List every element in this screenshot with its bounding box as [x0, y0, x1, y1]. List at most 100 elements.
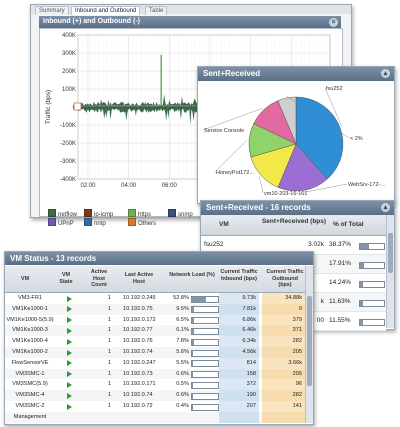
legend-swatch	[48, 209, 56, 217]
legend-item-netflow[interactable]: netflow	[48, 209, 77, 218]
vm-network-load: 0.6%	[176, 370, 189, 377]
vm-row[interactable]: VM3SMC-2 1 10.192.0.72 0.4% 207 141	[5, 401, 305, 412]
y-axis-label: Traffic (bps)	[45, 90, 52, 124]
vm-row[interactable]: VM1Ke1000-2 1 10.192.0.74 5.6% 4.56k 205	[5, 347, 305, 358]
vm-network-load: 52.8%	[173, 295, 189, 301]
records-title-text: Sent+Received - 16 records	[206, 203, 311, 212]
vm-inbound	[219, 411, 259, 423]
vm-inbound: 7.81k	[219, 303, 259, 315]
records-pct-bar-fill	[360, 282, 364, 287]
vm-row[interactable]: VM3SMC-4 1 10.192.0.74 0.6% 190 282	[5, 390, 305, 401]
col-vm-state[interactable]: VM State	[59, 272, 73, 285]
vm-outbound: 379	[262, 314, 305, 326]
vm-status-header: VM VM State Active Host Count Last Activ…	[5, 266, 305, 293]
running-state-icon	[67, 403, 72, 410]
legend-item-snmp[interactable]: snmp	[168, 209, 193, 218]
vm-row[interactable]: VM3SMC(5.9) 1 10.192.0.171 0.5% 372 96	[5, 379, 305, 391]
records-pct-bar	[359, 243, 385, 250]
pie-slice-websrv-172[interactable]	[277, 143, 328, 192]
pie-slice-label: vm10-203-16-161	[264, 191, 307, 197]
vm-outbound: 205	[262, 347, 305, 358]
col-active-host-count[interactable]: Active Host Count	[90, 269, 108, 288]
col-last-active-host[interactable]: Last Active Host	[124, 272, 154, 285]
y-tick-label: 100K	[62, 87, 76, 93]
vm-last-active-host: 10.192.0.77	[123, 327, 153, 334]
records-scrollbar[interactable]	[386, 215, 394, 328]
legend-item-ip-icmp[interactable]: ip-icmp	[84, 209, 113, 218]
vm-row[interactable]: VM1Ke1000-3 1 10.192.0.77 6.1% 6.46k 371	[5, 325, 305, 337]
pie-slice-fsu252[interactable]	[295, 96, 344, 180]
vm-network-load-bar	[191, 381, 219, 389]
vm-row[interactable]: VM3SMC-1 1 10.192.0.73 0.6% 158 205	[5, 368, 305, 380]
running-state-icon	[67, 306, 72, 313]
vm-network-load: 7.8%	[176, 338, 189, 345]
col-pct-total[interactable]: % of Total	[333, 221, 364, 228]
vm-last-active-host: 10.192.0.171	[123, 381, 156, 388]
records-pct: 11.55%	[329, 317, 351, 324]
tab-summary[interactable]: Summary	[35, 6, 69, 15]
vm-last-active-host: 10.192.0.73	[123, 370, 153, 377]
vm-outbound: 282	[262, 390, 305, 401]
vm-row[interactable]: Management	[5, 411, 305, 423]
legend-item-https[interactable]: https	[128, 209, 151, 218]
close-icon[interactable]: ×	[329, 17, 338, 27]
vm-name: FlowSensorVE	[11, 359, 49, 366]
legend-swatch	[128, 209, 136, 217]
y-tick-label: 300K	[62, 51, 76, 57]
vm-row[interactable]: VM1Ke1000-4 1 10.192.0.76 7.8% 6.34k 282	[5, 336, 305, 347]
zoom-handle-icon[interactable]	[73, 102, 82, 111]
vm-outbound: 371	[262, 325, 305, 337]
vm-row[interactable]: VM1Ke1000-5(5.9) 1 10.192.0.172 6.5% 6.86k 37…	[5, 314, 305, 326]
legend-item-nntp[interactable]: nntp	[84, 218, 106, 227]
vm-row[interactable]: VM1Ke1000-1 1 10.192.0.75 9.5% 7.81k 0	[5, 303, 305, 315]
y-tick-label: -100K	[60, 123, 76, 129]
vm-name: VM3SMC-4	[15, 392, 45, 399]
vm-active-host-count: 1	[107, 381, 111, 388]
vm-outbound: 34.88k	[262, 293, 305, 304]
pie-window: Sent+Received ▴ fsu252 WebSrv-172-... vm10…	[197, 66, 395, 204]
records-scroll-thumb[interactable]	[388, 233, 393, 273]
records-window-title: Sent+Received - 16 records ▴	[201, 201, 394, 215]
vm-name: VM3-FR1	[18, 295, 42, 301]
legend-item-others[interactable]: Others	[128, 218, 156, 227]
vm-row[interactable]: FlowSensorVE 1 10.192.0.247 5.5% 814 3.66k	[5, 357, 305, 369]
col-network-load[interactable]: Network Load (%)	[169, 272, 215, 278]
records-pct-bar-fill	[360, 244, 370, 249]
col-sent-received[interactable]: Sent+Received (bps)	[261, 218, 327, 225]
vm-active-host-count: 1	[107, 370, 111, 377]
legend-label: Others	[138, 221, 157, 227]
pie-leader-line	[259, 176, 264, 194]
vm-last-active-host: 10.192.0.76	[123, 338, 153, 345]
vm-active-host-count: 1	[107, 316, 111, 323]
running-state-icon	[67, 360, 72, 367]
vm-active-host-count: 1	[107, 338, 111, 345]
vm-status-scrollbar[interactable]	[305, 266, 313, 423]
pie-leader-line	[202, 108, 263, 131]
vm-row[interactable]: VM3-FR1 1 10.192.0.245 52.8% 9.73k 34.88k	[5, 293, 305, 304]
running-state-icon	[67, 338, 72, 345]
collapse-icon[interactable]: ▴	[381, 69, 390, 78]
vm-network-load: 0.5%	[176, 381, 189, 388]
tab-inbound-outbound[interactable]: Inbound and Outbound	[71, 6, 141, 15]
legend-label: https	[138, 212, 152, 218]
vm-inbound: 372	[219, 379, 259, 391]
vm-status-scroll-thumb[interactable]	[307, 296, 312, 386]
collapse-icon[interactable]: ▴	[381, 203, 390, 212]
col-vm[interactable]: VM	[219, 221, 229, 228]
tab-table[interactable]: Table	[145, 6, 168, 15]
x-tick-label: 06:00	[162, 183, 178, 189]
col-vm[interactable]: VM	[21, 276, 30, 282]
legend-label: netflow	[58, 212, 78, 218]
running-state-icon	[67, 317, 72, 324]
vm-name: VM1Ke1000-3	[12, 327, 48, 334]
vm-last-active-host: 10.192.0.172	[123, 316, 156, 323]
col-inbound[interactable]: Current Traffic Inbound (bps)	[220, 269, 258, 282]
records-bps: k	[320, 298, 324, 305]
legend-item-upnp[interactable]: UPnP	[48, 218, 74, 227]
pie-slice-2[interactable]	[277, 96, 297, 145]
vm-name: VM1Ke1000-4	[12, 338, 48, 345]
pie-slice-label: HoneyPot172...	[216, 170, 254, 176]
running-state-icon	[67, 295, 72, 302]
col-outbound[interactable]: Current Traffic Outbound (bps)	[266, 269, 304, 288]
running-state-icon	[67, 327, 72, 334]
